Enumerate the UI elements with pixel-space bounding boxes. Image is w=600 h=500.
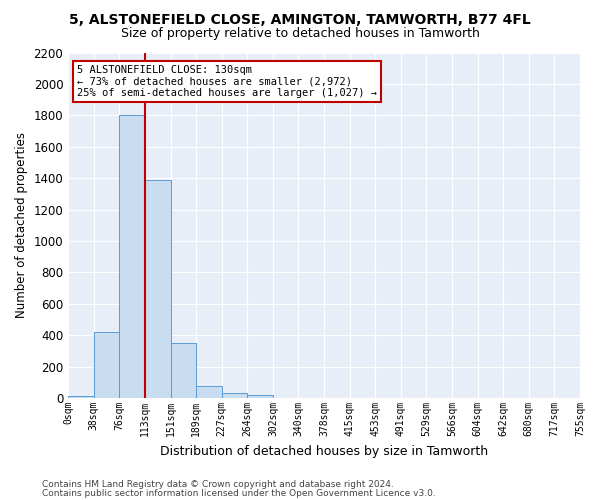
Bar: [145, 180, 170, 398]
Y-axis label: Number of detached properties: Number of detached properties: [15, 132, 28, 318]
Text: 5 ALSTONEFIELD CLOSE: 130sqm
← 73% of detached houses are smaller (2,972)
25% of: 5 ALSTONEFIELD CLOSE: 130sqm ← 73% of de…: [77, 65, 377, 98]
Text: Contains HM Land Registry data © Crown copyright and database right 2024.: Contains HM Land Registry data © Crown c…: [42, 480, 394, 489]
Bar: [119, 116, 145, 398]
Text: Size of property relative to detached houses in Tamworth: Size of property relative to detached ho…: [121, 28, 479, 40]
Bar: [222, 394, 247, 398]
Bar: [196, 386, 222, 398]
X-axis label: Distribution of detached houses by size in Tamworth: Distribution of detached houses by size …: [160, 444, 488, 458]
Text: 5, ALSTONEFIELD CLOSE, AMINGTON, TAMWORTH, B77 4FL: 5, ALSTONEFIELD CLOSE, AMINGTON, TAMWORT…: [69, 12, 531, 26]
Bar: [68, 396, 94, 398]
Bar: [247, 395, 273, 398]
Bar: [170, 343, 196, 398]
Bar: [94, 332, 119, 398]
Text: Contains public sector information licensed under the Open Government Licence v3: Contains public sector information licen…: [42, 488, 436, 498]
